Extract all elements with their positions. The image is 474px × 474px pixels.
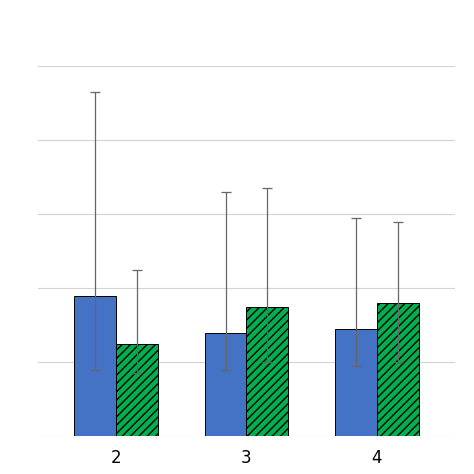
Bar: [74, 296, 116, 436]
Bar: [205, 333, 246, 436]
Bar: [116, 344, 158, 436]
Bar: [335, 329, 377, 436]
Legend: Male, F: Male, F: [301, 0, 414, 7]
Bar: [377, 303, 419, 436]
Bar: [246, 307, 288, 436]
